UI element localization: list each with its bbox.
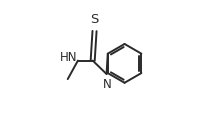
Text: N: N xyxy=(102,78,111,91)
Text: HN: HN xyxy=(59,51,77,64)
Text: S: S xyxy=(90,13,98,26)
